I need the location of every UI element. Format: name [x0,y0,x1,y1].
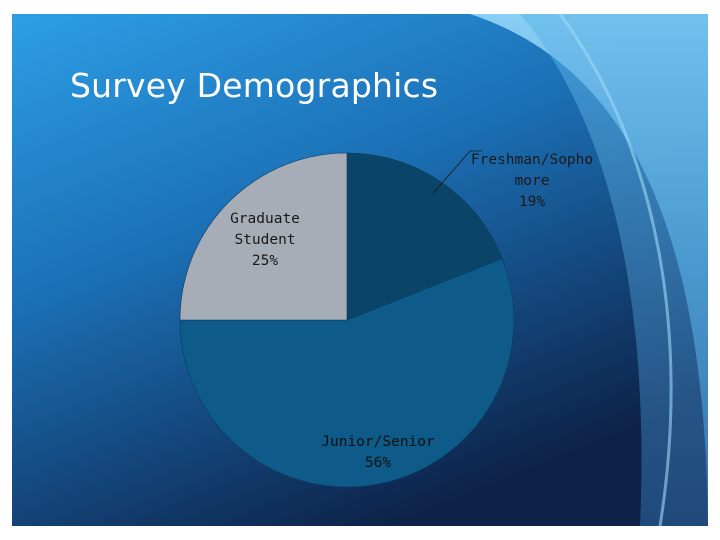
pie-label-text: Student [234,232,296,248]
slide-title: Survey Demographics [70,66,439,105]
pie-slice-junior-senior [179,258,515,488]
pie-label-graduate-student: Graduate Student 25% [180,209,350,272]
pie-label-freshman-sophomore: Freshman/Sopho more 19% [447,150,617,213]
pie-label-junior-senior: Junior/Senior 56% [293,432,463,474]
pie-label-percent: 25% [251,253,279,269]
pie-label-text: Freshman/Sopho [470,152,594,168]
pie-slice-freshman-sophomore [346,152,503,321]
pie-slice-graduate-student [179,152,348,321]
swoosh-ribbon [558,13,673,527]
pie-chart [179,150,515,488]
pie-label-text: Graduate [230,211,300,227]
pie-label-text: more [514,173,550,189]
leader-line [433,150,482,194]
pie-label-percent: 56% [364,455,392,471]
pie-label-text: Junior/Senior [321,434,435,450]
pie-label-percent: 19% [518,194,546,210]
swoosh-inner [520,14,708,526]
